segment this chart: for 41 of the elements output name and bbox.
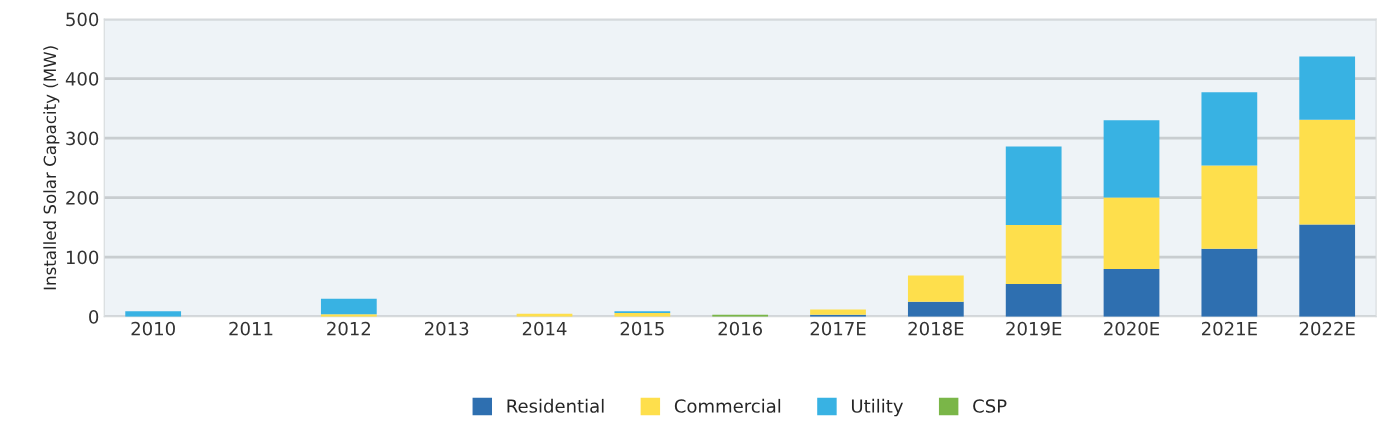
y-tick-label: 300 [66, 131, 99, 146]
x-tick-label: 2021E [1201, 321, 1257, 336]
bar [1201, 92, 1258, 166]
legend-label: CSP [973, 399, 1007, 413]
bar [1103, 120, 1160, 198]
x-tick-label: 2022E [1299, 321, 1355, 336]
y-tick-label: 200 [66, 191, 99, 205]
bar [1005, 224, 1062, 284]
x-tick-label: 2013 [425, 321, 469, 336]
y-tick-label: 100 [66, 250, 99, 265]
bar [1201, 248, 1258, 317]
x-tick-label: 2018E [908, 321, 964, 336]
x-tick-label: 2010 [131, 321, 175, 336]
legend-label: Commercial [674, 398, 781, 413]
y-tick-label: 0 [89, 310, 99, 324]
x-tick-label: 2019E [1006, 321, 1062, 336]
y-tick-label: 400 [65, 72, 99, 86]
x-tick-label: 2016 [718, 321, 763, 336]
y-tick-label: 500 [66, 12, 99, 27]
x-tick-label: 2020E [1104, 321, 1160, 336]
bar [810, 309, 866, 315]
x-tick-label: 2015 [620, 321, 664, 336]
bar [125, 311, 182, 317]
bar [907, 301, 964, 317]
bar [907, 275, 964, 302]
x-tick-label: 2012 [327, 321, 370, 336]
bar [1103, 269, 1160, 317]
bar [1299, 224, 1356, 317]
bar [1103, 197, 1160, 270]
bar [1201, 165, 1258, 249]
x-tick-label: 2017E [810, 321, 866, 336]
bar [1299, 119, 1356, 225]
x-tick-label: 2014 [522, 321, 567, 336]
bar [1005, 283, 1062, 317]
legend-label: Residential [507, 398, 604, 413]
legend-label: Utility [851, 398, 903, 417]
bar [320, 298, 377, 315]
bar [1005, 146, 1062, 225]
y-axis-title: Installed Solar Capacity (MW) [43, 46, 60, 290]
bar [1299, 56, 1356, 120]
x-tick-label: 2011 [229, 321, 273, 336]
